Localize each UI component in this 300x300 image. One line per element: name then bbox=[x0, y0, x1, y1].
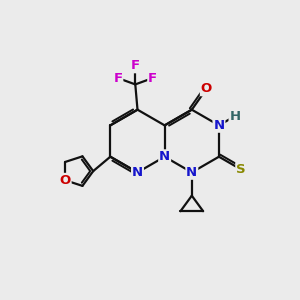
Text: F: F bbox=[131, 59, 140, 72]
Text: O: O bbox=[59, 174, 71, 187]
Text: N: N bbox=[159, 150, 170, 163]
Text: N: N bbox=[213, 119, 224, 132]
Text: F: F bbox=[148, 72, 157, 85]
Text: N: N bbox=[132, 166, 143, 179]
Text: O: O bbox=[201, 82, 212, 95]
Text: S: S bbox=[236, 163, 246, 176]
Text: N: N bbox=[186, 166, 197, 179]
Text: F: F bbox=[113, 72, 122, 85]
Text: H: H bbox=[230, 110, 241, 123]
